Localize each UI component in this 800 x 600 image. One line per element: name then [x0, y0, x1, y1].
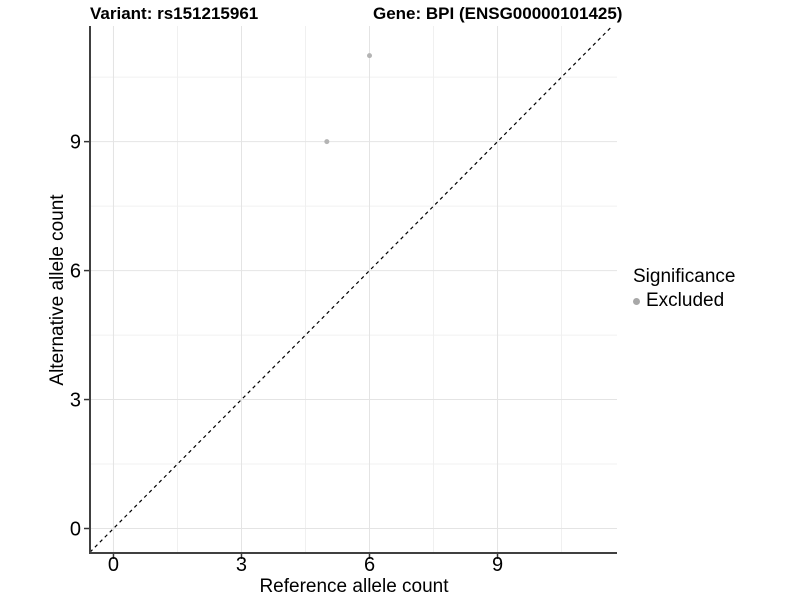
x-tick-label: 9	[492, 554, 503, 576]
x-tick-label: 3	[236, 554, 247, 576]
legend: Significance Excluded	[633, 266, 735, 312]
legend-marker-dot	[633, 297, 640, 305]
identity-line	[89, 25, 613, 553]
plot-title-gene: Gene: BPI (ENSG00000101425)	[373, 4, 623, 23]
data-point	[324, 139, 330, 145]
plot-title-variant: Variant: rs151215961	[90, 4, 259, 23]
legend-title: Significance	[633, 266, 736, 287]
legend-item-label: Excluded	[646, 290, 725, 311]
y-tick-label: 0	[70, 518, 81, 540]
y-tick-label: 9	[70, 132, 81, 154]
y-tick-label: 6	[70, 261, 81, 283]
x-tick-label: 6	[364, 554, 375, 576]
y-axis-title: Alternative allele count	[47, 194, 68, 386]
data-point	[367, 53, 373, 59]
x-axis-title: Reference allele count	[259, 576, 449, 597]
x-tick-label: 0	[108, 554, 119, 576]
y-tick-label: 3	[70, 390, 81, 412]
legend-item-excluded: Excluded	[633, 290, 735, 312]
